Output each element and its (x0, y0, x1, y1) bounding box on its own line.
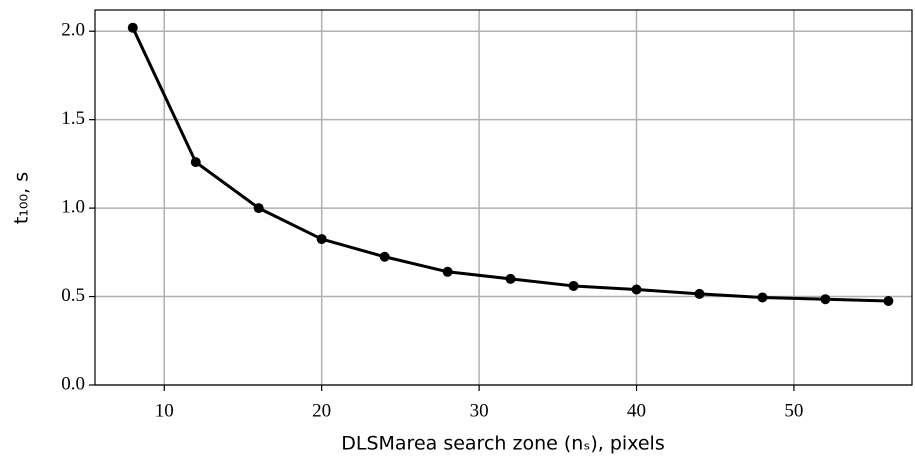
data-point (316, 234, 327, 245)
data-point (190, 157, 201, 168)
data-point (694, 288, 705, 299)
data-point (568, 280, 579, 291)
x-tick-label: 40 (627, 400, 646, 421)
x-tick-label: 50 (784, 400, 803, 421)
data-point (442, 266, 453, 277)
y-tick-label: 0.0 (61, 373, 85, 394)
y-axis-label: t₁₀₀, s (11, 172, 33, 224)
y-tick-label: 0.5 (61, 285, 85, 306)
x-tick-label: 10 (155, 400, 174, 421)
y-tick-label: 1.5 (61, 108, 85, 129)
data-point (631, 284, 642, 295)
data-point (757, 292, 768, 303)
data-line (131, 27, 889, 303)
data-point (505, 273, 516, 284)
plot-frame (94, 9, 913, 386)
x-tick-label: 20 (312, 400, 331, 421)
x-tick-label: 30 (470, 400, 489, 421)
y-tick-label: 2.0 (61, 20, 85, 41)
y-tick-label: 1.0 (61, 196, 85, 217)
data-point (379, 251, 390, 262)
x-axis-label: DLSMarea search zone (nₛ), pixels (341, 433, 665, 455)
data-point (253, 203, 264, 214)
data-point (883, 295, 894, 306)
data-point (127, 22, 138, 33)
data-point (820, 294, 831, 305)
